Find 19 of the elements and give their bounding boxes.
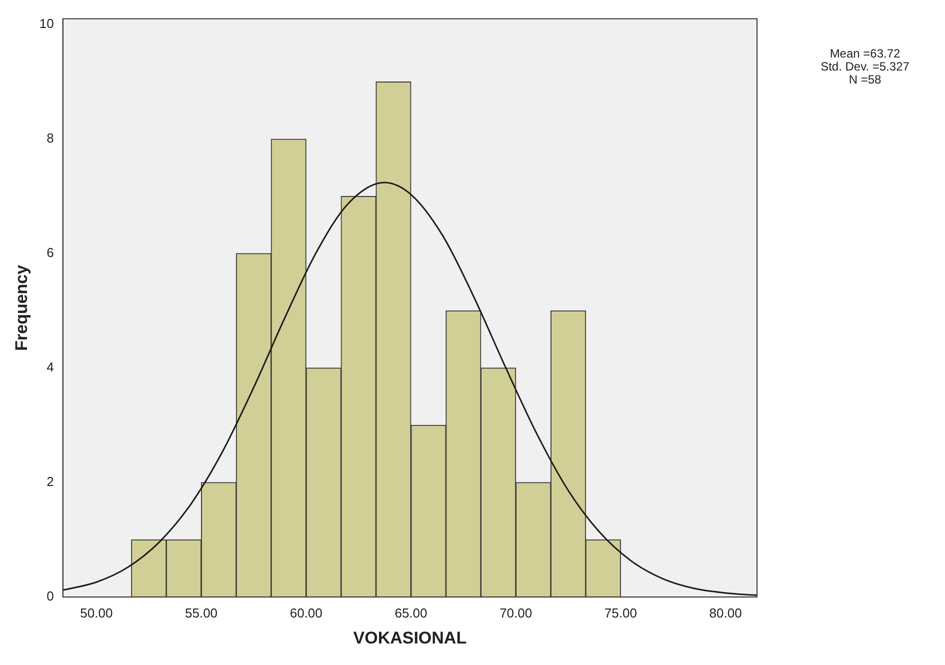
y-tick-label: 8 [46,130,54,146]
x-tick-label: 50.00 [80,605,113,620]
x-tick-label: 60.00 [290,605,322,620]
x-tick-label: 75.00 [604,605,637,620]
text: Mean =63.72 [830,46,901,60]
text: N =58 [848,72,882,86]
x-tick-label: 65.00 [394,605,428,620]
y-tick-label: 2 [46,474,54,490]
text: Std. Dev. =5.327 [820,59,910,74]
line-series [62,182,757,596]
y-tick-label: 10 [39,16,54,32]
y-axis-title: Frequency [12,264,31,351]
x-tick-label: 80.00 [709,605,742,620]
y-tick-label: 4 [46,360,54,375]
x-tick-label: 55.00 [184,605,218,620]
x-axis-title: VOKASIONAL [353,628,467,648]
y-tick-label: 6 [46,245,54,260]
x-tick-label: 70.00 [500,605,532,620]
y-tick-label: 0 [46,588,54,604]
